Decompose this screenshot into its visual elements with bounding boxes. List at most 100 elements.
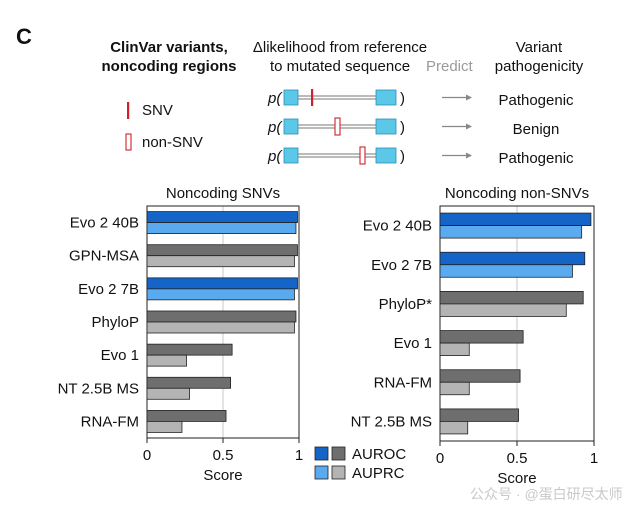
bar-auroc — [146, 343, 233, 356]
bar-auprc — [146, 255, 295, 268]
non-snv-mark-icon — [359, 146, 366, 165]
bar-auprc — [439, 381, 470, 396]
legend-non-snv-label: non-SNV — [142, 134, 203, 151]
snv-mark-icon — [311, 89, 314, 106]
category-label: RNA-FM — [374, 374, 432, 391]
auroc-swatch-gray — [331, 446, 346, 461]
sequence-row-2 — [283, 117, 472, 136]
outcome-2: Benign — [512, 121, 560, 138]
exon-box-left — [283, 118, 299, 135]
category-label: Evo 2 7B — [78, 281, 139, 298]
category-label: Evo 2 40B — [363, 218, 432, 235]
schematic-close-3: ) — [400, 148, 405, 165]
x-axis-label: Score — [203, 467, 242, 484]
snv-mark-icon — [127, 102, 130, 119]
arrowhead-icon — [466, 123, 472, 130]
category-label: PhyloP — [91, 314, 139, 331]
x-tick-label: 1 — [590, 450, 598, 467]
header-clinvar-line1: ClinVar variants, — [110, 39, 228, 56]
bar-auroc — [439, 330, 524, 344]
category-label: NT 2.5B MS — [58, 380, 139, 397]
x-tick-label: 0 — [436, 450, 444, 467]
chart-title: Noncoding SNVs — [166, 185, 280, 202]
exon-box-right — [375, 147, 397, 164]
sequence-row-3 — [283, 146, 472, 165]
x-tick-label: 1 — [295, 447, 303, 464]
schematic-p-3: p( — [268, 148, 282, 165]
bar-auprc — [146, 321, 295, 334]
auroc-swatch-blue — [314, 446, 329, 461]
header-clinvar: ClinVar variants, noncoding regions — [88, 38, 250, 76]
x-tick-label: 0.5 — [213, 447, 234, 464]
outcome-3: Pathogenic — [498, 150, 574, 167]
auprc-swatch-blue — [314, 465, 329, 480]
variant-legend-marks — [125, 102, 132, 151]
category-label: GPN-MSA — [69, 248, 139, 265]
bar-auprc — [439, 303, 567, 317]
exon-box-right — [375, 118, 397, 135]
bar-auprc — [439, 264, 573, 278]
bar-auprc — [439, 342, 470, 356]
legend-auroc-label: AUROC — [352, 446, 407, 463]
bar-auroc — [146, 211, 298, 223]
bar-auprc — [146, 387, 190, 400]
category-label: Evo 1 — [394, 335, 432, 352]
bar-auprc — [146, 288, 295, 301]
category-label: NT 2.5B MS — [351, 413, 432, 430]
exon-box-left — [283, 89, 299, 106]
schematic-p-1: p( — [268, 90, 282, 107]
bar-auprc — [439, 225, 583, 239]
x-tick-label: 0 — [143, 447, 151, 464]
bar-auroc — [439, 408, 519, 422]
chart-title: Noncoding non-SNVs — [445, 185, 589, 202]
bar-auroc — [146, 410, 227, 422]
bar-auroc — [439, 212, 592, 226]
header-likelihood-line1: Δlikelihood from reference — [252, 39, 428, 56]
panel-label: C — [16, 24, 32, 49]
bar-auroc — [146, 277, 298, 290]
bar-auroc — [439, 369, 521, 383]
bar-auroc — [146, 244, 298, 257]
category-label: PhyloP* — [379, 296, 433, 313]
schematic-p-2: p( — [268, 119, 282, 136]
header-pathogenicity: Variant pathogenicity — [484, 38, 594, 76]
metric-legend-swatches — [314, 446, 346, 480]
bar-auprc — [146, 222, 297, 234]
watermark: 公众号 · @蛋白研尽太师 — [470, 486, 623, 502]
x-tick-label: 0.5 — [507, 450, 528, 467]
exon-box-right — [375, 89, 397, 106]
auprc-swatch-gray — [331, 465, 346, 480]
sequence-row-1 — [283, 89, 472, 106]
bar-auprc — [146, 421, 183, 433]
exon-box-left — [283, 147, 299, 164]
non-snv-mark-icon — [334, 117, 341, 136]
bar-auroc — [439, 291, 584, 305]
schematic-close-2: ) — [400, 119, 405, 136]
category-label: Evo 2 40B — [70, 215, 139, 232]
chart-noncoding-non-snvs: Noncoding non-SNVs Evo 2 40B Evo 2 7B Phylo… — [351, 185, 599, 487]
category-label: RNA-FM — [81, 413, 139, 430]
header-likelihood: Δlikelihood from reference to mutated se… — [240, 38, 440, 76]
bar-auroc — [146, 376, 231, 389]
bar-auprc — [439, 421, 469, 435]
header-predict: Predict — [426, 58, 473, 75]
category-label: Evo 2 7B — [371, 257, 432, 274]
header-likelihood-line2: to mutated sequence — [269, 58, 411, 75]
arrowhead-icon — [466, 94, 472, 101]
x-axis-label: Score — [497, 470, 536, 487]
arrowhead-icon — [466, 152, 472, 159]
sequence-schematic — [283, 89, 472, 165]
header-pathogenicity-line2: pathogenicity — [494, 58, 584, 75]
schematic-close-1: ) — [400, 90, 405, 107]
header-pathogenicity-line1: Variant — [515, 39, 563, 56]
non-snv-mark-icon — [125, 133, 132, 151]
bar-auroc — [439, 251, 586, 266]
legend-snv-label: SNV — [142, 102, 173, 119]
bar-auroc — [146, 310, 297, 323]
outcome-1: Pathogenic — [498, 92, 574, 109]
bar-auprc — [146, 354, 187, 367]
legend-auprc-label: AUPRC — [352, 465, 405, 482]
chart-noncoding-snvs: Noncoding SNVs Evo 2 40B GPN-MSA Evo 2 7B Ph… — [58, 185, 304, 484]
header-clinvar-line2: noncoding regions — [101, 58, 237, 75]
category-label: Evo 1 — [101, 347, 139, 364]
